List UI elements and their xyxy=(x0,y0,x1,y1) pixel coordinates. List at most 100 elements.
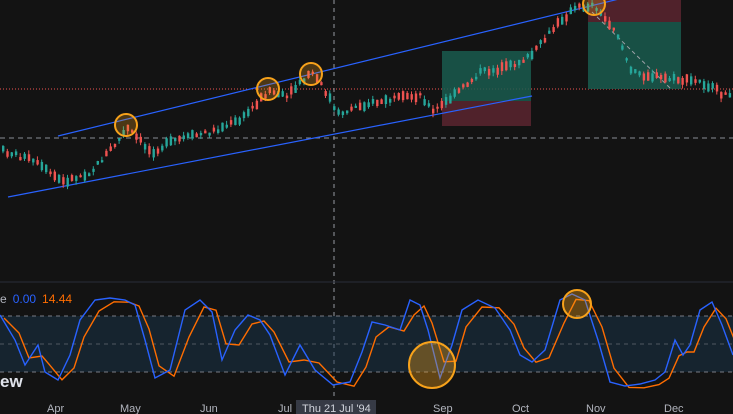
candle-body xyxy=(208,132,211,136)
candle-body xyxy=(333,106,336,110)
watermark-logo: ew xyxy=(0,372,23,391)
candle-body xyxy=(79,175,82,178)
candle-body xyxy=(690,76,693,85)
candle-body xyxy=(191,130,194,139)
candle-body xyxy=(186,133,190,139)
candle-body xyxy=(432,108,435,114)
candle-body xyxy=(53,171,56,181)
candle-body xyxy=(363,102,366,112)
candle-body xyxy=(109,146,112,151)
candle-body xyxy=(522,59,525,63)
time-axis[interactable]: Apr May Jun Jul Sep Oct Nov Dec Thu 21 J… xyxy=(47,400,684,414)
candle-body xyxy=(552,27,555,32)
candle-body xyxy=(612,27,615,31)
candle-body xyxy=(217,129,220,133)
candle-body xyxy=(2,146,5,152)
candle-body xyxy=(505,61,508,71)
indicator-name: e xyxy=(0,292,7,306)
highlight-circle[interactable] xyxy=(582,0,606,16)
candle-body xyxy=(457,88,461,93)
candle-body xyxy=(92,168,95,172)
candle-body xyxy=(535,45,538,50)
candle-body xyxy=(23,153,26,159)
long-target-zone xyxy=(442,51,531,101)
candle-body xyxy=(57,174,61,183)
candle-body xyxy=(264,94,267,99)
candle-body xyxy=(337,109,340,115)
candle-body xyxy=(328,93,332,102)
candle-body xyxy=(148,146,151,155)
channel-lower-line[interactable] xyxy=(7,95,533,198)
highlight-circle[interactable] xyxy=(408,341,456,389)
candle-body xyxy=(728,93,732,98)
candle-body xyxy=(70,175,74,181)
candle-body xyxy=(625,58,628,61)
candle-body xyxy=(118,138,121,141)
candle-body xyxy=(199,132,203,136)
long-position-tool-1[interactable] xyxy=(442,51,531,126)
candle-body xyxy=(664,73,667,83)
candle-body xyxy=(40,161,44,171)
candle-body xyxy=(389,98,392,103)
candle-body xyxy=(526,54,529,58)
candle-body xyxy=(707,83,710,92)
candle-body xyxy=(651,73,654,82)
candle-body xyxy=(152,149,155,158)
short-target-zone xyxy=(588,22,681,89)
candle-body xyxy=(156,148,160,154)
candle-body xyxy=(414,93,418,103)
candle-body xyxy=(642,73,646,81)
candle-body xyxy=(621,45,624,50)
month-label: Jun xyxy=(200,403,218,414)
stoch-k-value: 0.00 xyxy=(12,292,37,306)
candle-body xyxy=(509,60,512,68)
candle-body xyxy=(75,176,78,181)
candle-body xyxy=(88,173,91,177)
candle-body xyxy=(423,99,426,106)
candle-body xyxy=(715,84,719,92)
candle-body xyxy=(647,72,650,81)
candle-body xyxy=(410,94,413,100)
month-label: Jul xyxy=(278,403,292,414)
candle-body xyxy=(346,110,349,114)
candle-body xyxy=(182,135,185,140)
candle-body xyxy=(668,78,671,82)
candle-body xyxy=(242,112,246,119)
candle-body xyxy=(66,177,69,187)
candle-body xyxy=(341,111,345,116)
candle-body xyxy=(470,78,474,83)
highlight-circle[interactable] xyxy=(562,289,592,319)
candle-body xyxy=(720,92,723,99)
highlight-circle[interactable] xyxy=(299,62,323,86)
candle-body xyxy=(255,100,259,110)
candle-body xyxy=(449,95,452,104)
candle-body xyxy=(96,160,99,165)
candle-body xyxy=(6,151,9,157)
candle-body xyxy=(307,70,310,78)
candle-body xyxy=(272,90,276,95)
candle-body xyxy=(573,5,577,11)
candle-body xyxy=(655,72,658,78)
candle-body xyxy=(251,105,254,109)
candle-body xyxy=(393,95,396,99)
candle-body xyxy=(724,92,727,95)
candle-body xyxy=(561,16,564,25)
candle-body xyxy=(113,143,117,147)
highlight-circle[interactable] xyxy=(114,113,138,137)
crosshair-date-label: Thu 21 Jul '94 xyxy=(302,403,371,414)
highlight-circle[interactable] xyxy=(256,77,280,101)
candle-body xyxy=(178,135,181,142)
stochastic-legend[interactable]: e 0.00 14.44 xyxy=(0,292,78,306)
candle-body xyxy=(281,91,284,97)
candle-body xyxy=(161,145,164,151)
candle-body xyxy=(406,92,409,100)
candle-body xyxy=(32,158,35,163)
candle-body xyxy=(548,30,551,34)
candle-body xyxy=(131,130,134,133)
channel-upper-line[interactable] xyxy=(57,0,623,137)
candle-body xyxy=(401,91,405,101)
candle-body xyxy=(354,105,357,108)
candle-body xyxy=(298,80,302,85)
candle-body xyxy=(578,3,581,8)
